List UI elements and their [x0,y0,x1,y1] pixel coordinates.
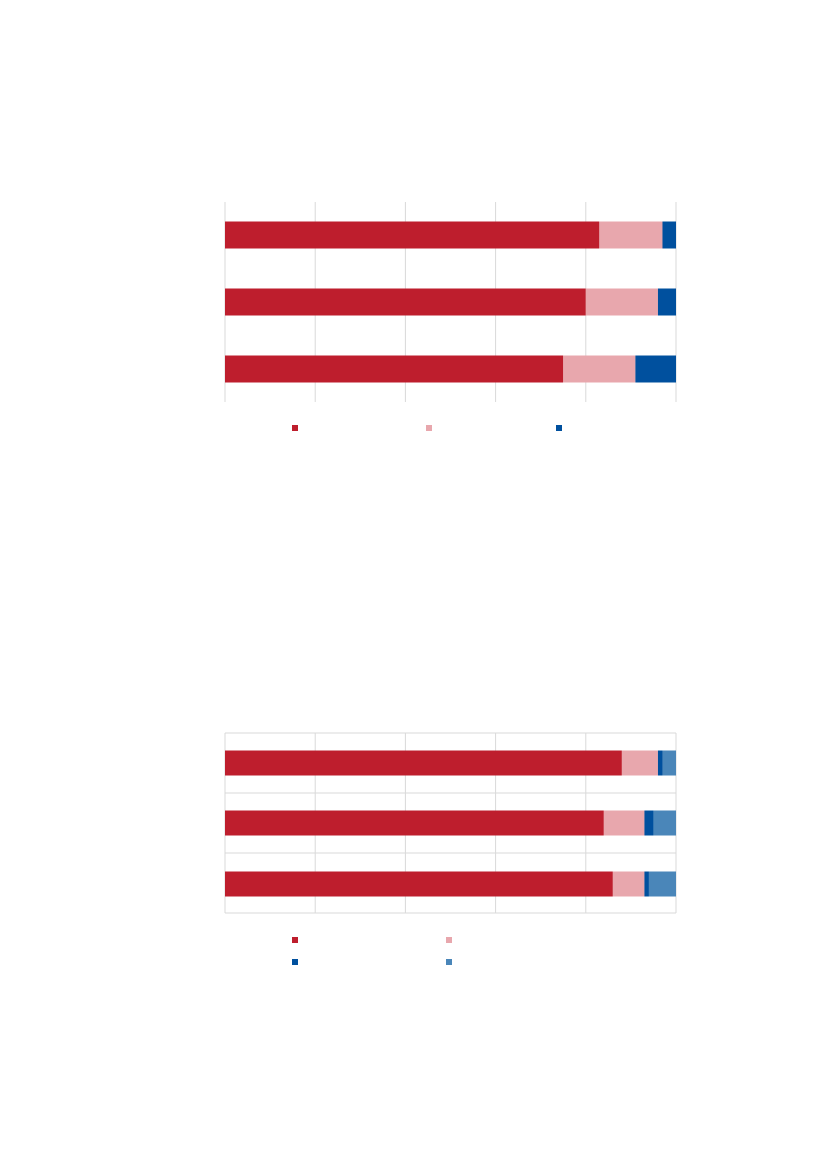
bar-segment [225,810,604,836]
bar-segment [621,750,658,776]
legend-marker [446,959,452,965]
bar-segment [644,810,654,836]
bar-segment [599,221,663,249]
legend-marker [556,425,562,431]
bar-segment [225,221,600,249]
bar-segment [662,750,676,776]
legend-marker [292,937,298,943]
bar-segment [612,871,645,897]
bar-segment [603,810,645,836]
bar-segment [563,355,636,383]
bar-segment [225,355,564,383]
legend-marker [292,959,298,965]
bar-segment [225,288,586,316]
bar-segment [635,355,676,383]
legend-marker [426,425,432,431]
bar-segment [644,871,649,897]
bar-segment [653,810,676,836]
legend-marker [292,425,298,431]
bar-segment [648,871,676,897]
bar-segment [225,750,622,776]
bar-segment [662,221,676,249]
bar-segment [225,871,613,897]
bar-segment [585,288,658,316]
bar-segment [657,288,676,316]
legend-marker [446,937,452,943]
bar-segment [657,750,663,776]
